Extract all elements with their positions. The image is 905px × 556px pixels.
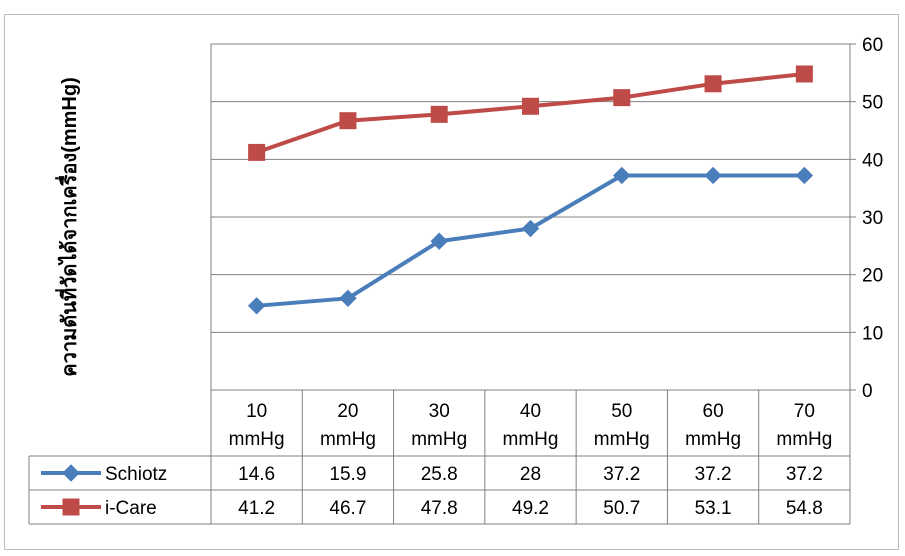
data-point	[522, 97, 539, 115]
table-cell-value: 25.8	[421, 464, 458, 485]
data-point	[704, 75, 722, 93]
table-cell-value: 53.1	[695, 498, 732, 519]
table-cell-value: 37.2	[603, 464, 640, 485]
y-tick-label: 50	[862, 93, 883, 114]
y-tick-label: 0	[862, 381, 873, 402]
data-point	[247, 297, 266, 315]
legend-key-marker	[62, 498, 80, 516]
table-cell-value: 50.7	[603, 498, 640, 519]
data-point	[613, 166, 631, 185]
x-tick-label: 70 mmHg	[776, 401, 832, 450]
data-point	[795, 65, 813, 83]
data-point	[613, 89, 631, 107]
y-tick-label: 30	[862, 208, 883, 229]
y-tick-label: 20	[862, 266, 883, 287]
x-tick-label: 40 mmHg	[503, 401, 559, 450]
y-tick-label: 40	[862, 150, 883, 171]
table-cell-value: 49.2	[512, 498, 549, 519]
chart-frame: 0 10 20 30 40 50 60 10 mmHg 20 mmHg 30 mmHg 40 mmHg 50 m…	[4, 14, 899, 550]
data-point	[704, 166, 722, 185]
x-tick-label: 10 mmHg	[229, 401, 285, 450]
table-cell-value: 41.2	[238, 498, 275, 519]
x-tick-label: 60 mmHg	[685, 401, 741, 450]
x-tick-label: 20 mmHg	[320, 401, 376, 450]
data-point	[521, 219, 540, 238]
table-cell-value: 46.7	[329, 498, 366, 519]
table-cell-value: 37.2	[786, 464, 823, 485]
y-tick-label: 10	[862, 323, 883, 344]
x-tick-label: 50 mmHg	[594, 401, 650, 450]
line-chart: 0 10 20 30 40 50 60 10 mmHg 20 mmHg 30 mmHg 40 mmHg 50 m…	[28, 35, 883, 525]
y-axis-label: ความดันที่วัดได้จากเครื่อง(mmHg)	[54, 77, 81, 376]
legend-label: Schiotz	[105, 464, 167, 485]
table-cell-value: 47.8	[421, 498, 458, 519]
table-cell-value: 54.8	[786, 498, 823, 519]
data-point	[339, 112, 357, 130]
y-tick-label: 60	[862, 35, 883, 56]
table-cell-value: 15.9	[329, 464, 366, 485]
x-tick-label: 30 mmHg	[411, 401, 467, 450]
data-point	[795, 166, 814, 185]
legend-label: i-Care	[105, 498, 157, 519]
legend-key-marker	[62, 464, 80, 482]
data-point	[430, 105, 448, 123]
table-cell-value: 37.2	[695, 464, 732, 485]
data-point	[430, 232, 448, 250]
table-cell-value: 14.6	[238, 464, 275, 485]
data-point	[339, 289, 357, 308]
data-point	[248, 143, 266, 161]
table-cell-value: 28	[520, 464, 541, 485]
series-line-Schiotz	[256, 173, 805, 308]
